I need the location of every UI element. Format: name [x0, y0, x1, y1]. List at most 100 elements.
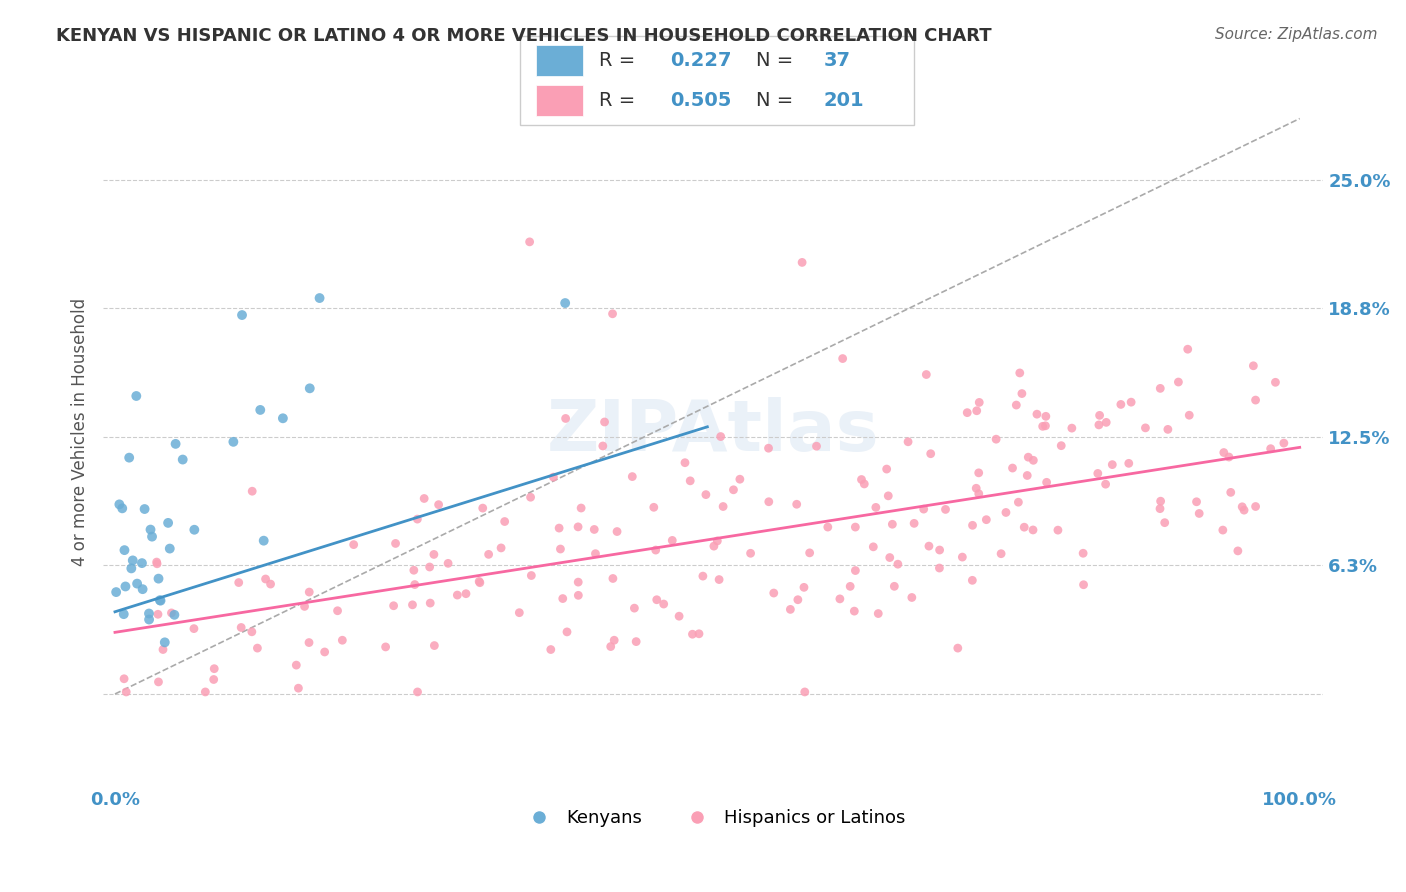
- Point: [1135, 421, 1157, 435]
- Point: [1017, 450, 1039, 465]
- Point: [1071, 546, 1094, 560]
- Point: [222, 434, 245, 449]
- Point: [131, 556, 153, 570]
- Point: [928, 543, 950, 558]
- Point: [793, 580, 815, 594]
- Point: [146, 607, 169, 622]
- Point: [246, 641, 269, 656]
- Point: [603, 633, 626, 648]
- Point: [112, 607, 135, 622]
- Point: [723, 483, 745, 497]
- Point: [606, 524, 628, 539]
- Point: [661, 533, 683, 548]
- Point: [404, 577, 426, 591]
- Point: [114, 543, 136, 558]
- Point: [897, 434, 920, 449]
- Point: [437, 557, 460, 571]
- Point: [118, 450, 141, 465]
- Point: [271, 411, 294, 425]
- Point: [254, 572, 277, 586]
- Point: [1244, 393, 1267, 408]
- Point: [679, 474, 702, 488]
- Point: [844, 520, 866, 534]
- Point: [673, 456, 696, 470]
- Point: [308, 291, 330, 305]
- Text: 0.505: 0.505: [669, 91, 731, 111]
- Point: [1272, 436, 1295, 450]
- Point: [602, 95, 624, 109]
- Point: [1026, 407, 1049, 421]
- Point: [253, 533, 276, 548]
- Point: [419, 560, 441, 574]
- Point: [592, 439, 614, 453]
- Point: [912, 502, 935, 516]
- Point: [108, 497, 131, 511]
- Point: [844, 604, 866, 618]
- Point: [1118, 456, 1140, 470]
- Point: [740, 546, 762, 560]
- Point: [427, 498, 450, 512]
- Point: [962, 574, 984, 588]
- Point: [567, 520, 589, 534]
- Point: [1188, 507, 1211, 521]
- Point: [1060, 421, 1083, 435]
- Text: N =: N =: [756, 91, 800, 111]
- Point: [1167, 375, 1189, 389]
- Point: [779, 602, 801, 616]
- Point: [799, 546, 821, 560]
- Point: [990, 547, 1012, 561]
- Point: [624, 634, 647, 648]
- Point: [831, 351, 853, 366]
- Point: [1011, 386, 1033, 401]
- Point: [401, 598, 423, 612]
- Point: [569, 501, 592, 516]
- Point: [1149, 494, 1171, 508]
- Point: [1005, 398, 1028, 412]
- Point: [540, 642, 562, 657]
- Point: [879, 550, 901, 565]
- Point: [326, 604, 349, 618]
- Point: [139, 523, 162, 537]
- Point: [1095, 416, 1118, 430]
- Point: [519, 235, 541, 249]
- Text: R =: R =: [599, 91, 641, 111]
- Point: [121, 553, 143, 567]
- Point: [593, 415, 616, 429]
- Point: [152, 642, 174, 657]
- Point: [695, 488, 717, 502]
- Text: ZIPAtlas: ZIPAtlas: [547, 398, 880, 467]
- Point: [1087, 467, 1109, 481]
- Point: [127, 576, 149, 591]
- Point: [1050, 439, 1073, 453]
- Text: 0.227: 0.227: [669, 51, 731, 70]
- Point: [543, 470, 565, 484]
- Point: [567, 588, 589, 602]
- Point: [468, 574, 491, 589]
- Point: [478, 547, 501, 561]
- Point: [1233, 503, 1256, 517]
- Point: [555, 624, 578, 639]
- Point: [330, 633, 353, 648]
- Point: [554, 296, 576, 310]
- Point: [520, 568, 543, 582]
- Point: [758, 441, 780, 455]
- Point: [994, 506, 1017, 520]
- Point: [120, 561, 142, 575]
- Point: [1007, 495, 1029, 509]
- Point: [668, 609, 690, 624]
- Point: [868, 607, 890, 621]
- Point: [148, 674, 170, 689]
- Point: [583, 523, 606, 537]
- Point: [115, 685, 138, 699]
- Point: [1022, 453, 1045, 467]
- Point: [1035, 418, 1057, 433]
- Point: [1094, 477, 1116, 491]
- Point: [298, 381, 321, 395]
- Point: [877, 489, 900, 503]
- Point: [1121, 395, 1143, 409]
- Point: [621, 469, 644, 483]
- Point: [790, 255, 813, 269]
- Point: [240, 484, 263, 499]
- Point: [1212, 523, 1234, 537]
- Point: [806, 439, 828, 453]
